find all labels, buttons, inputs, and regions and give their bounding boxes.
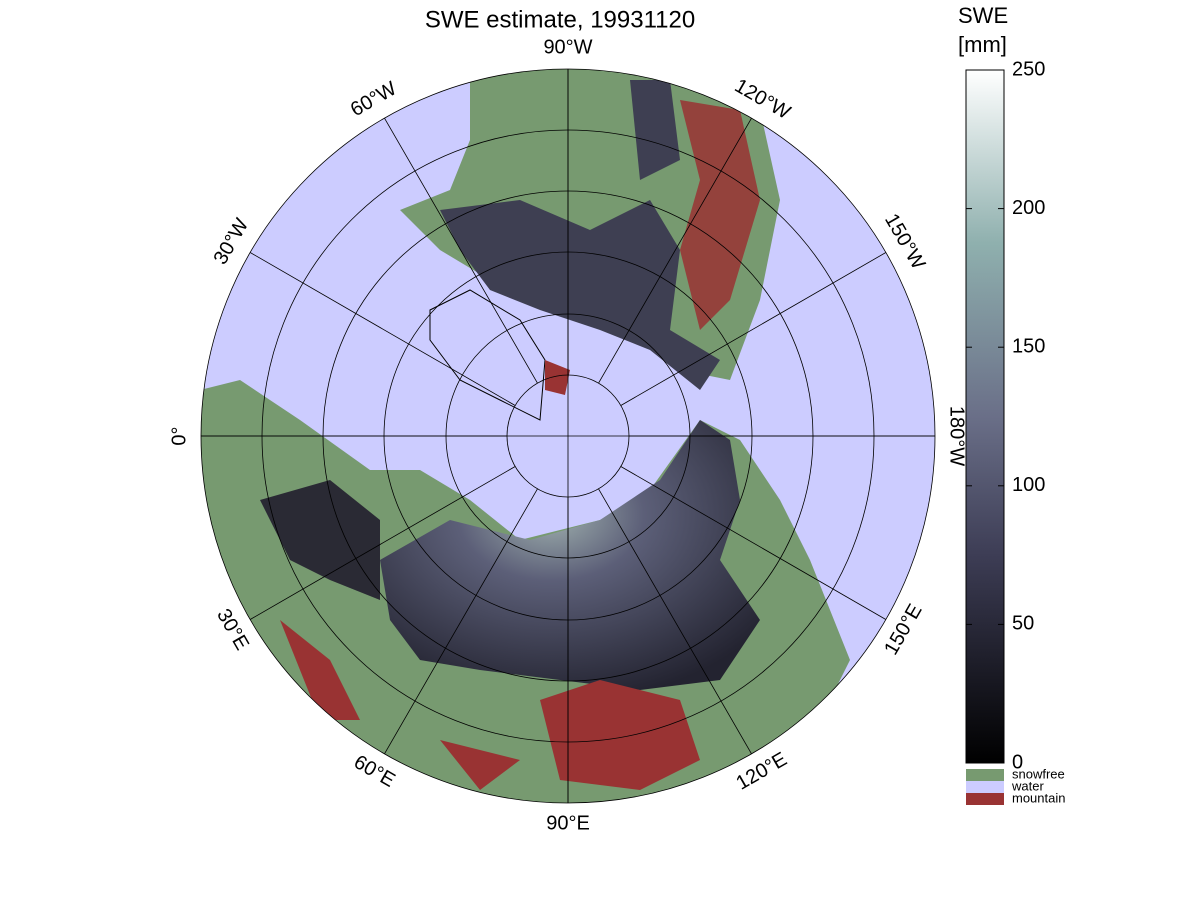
legend-swatch: [966, 793, 1004, 805]
mountain-arctic: [545, 360, 570, 395]
mountain-america: [680, 100, 760, 330]
meridian: [249, 252, 516, 406]
legend-label: water: [1011, 778, 1044, 793]
meridian: [249, 466, 516, 620]
colorbar-tick-label: 150: [1012, 335, 1045, 357]
meridian-label: 0°: [168, 426, 190, 445]
colorbar-tick-label: 250: [1012, 58, 1045, 80]
meridian-label: 180°W: [946, 406, 968, 466]
colorbar-tick-label: 0: [1012, 751, 1023, 773]
legend-swatch: [966, 781, 1004, 793]
mountain-eurasia: [280, 620, 700, 790]
colorbar-title: SWE: [958, 3, 1008, 28]
north-america-land: [400, 69, 780, 380]
legend-label: snowfree: [1012, 766, 1065, 781]
legend-swatch: [966, 769, 1004, 781]
meridian: [384, 117, 538, 384]
meridian-label: 90°E: [546, 812, 590, 834]
meridian: [598, 488, 752, 755]
meridian: [384, 488, 538, 755]
greenland-outline: [429, 289, 546, 421]
meridian: [620, 466, 887, 620]
meridian: [620, 252, 887, 406]
colorbar-tick-label: 200: [1012, 197, 1045, 219]
legend-label: mountain: [1012, 790, 1065, 805]
colorbar-tick-label: 100: [1012, 474, 1045, 496]
north-america-snow: [440, 80, 720, 390]
map-title: SWE estimate, 19931120: [425, 6, 695, 33]
europe-snow: [260, 480, 380, 600]
colorbar: [965, 69, 1005, 764]
map-disc: [201, 69, 935, 803]
colorbar-tick-label: 50: [1012, 613, 1034, 635]
meridian: [598, 117, 752, 384]
eurasia-snow: [380, 420, 760, 690]
colorbar-unit: [mm]: [958, 32, 1007, 57]
meridian-label: 90°W: [543, 36, 592, 58]
